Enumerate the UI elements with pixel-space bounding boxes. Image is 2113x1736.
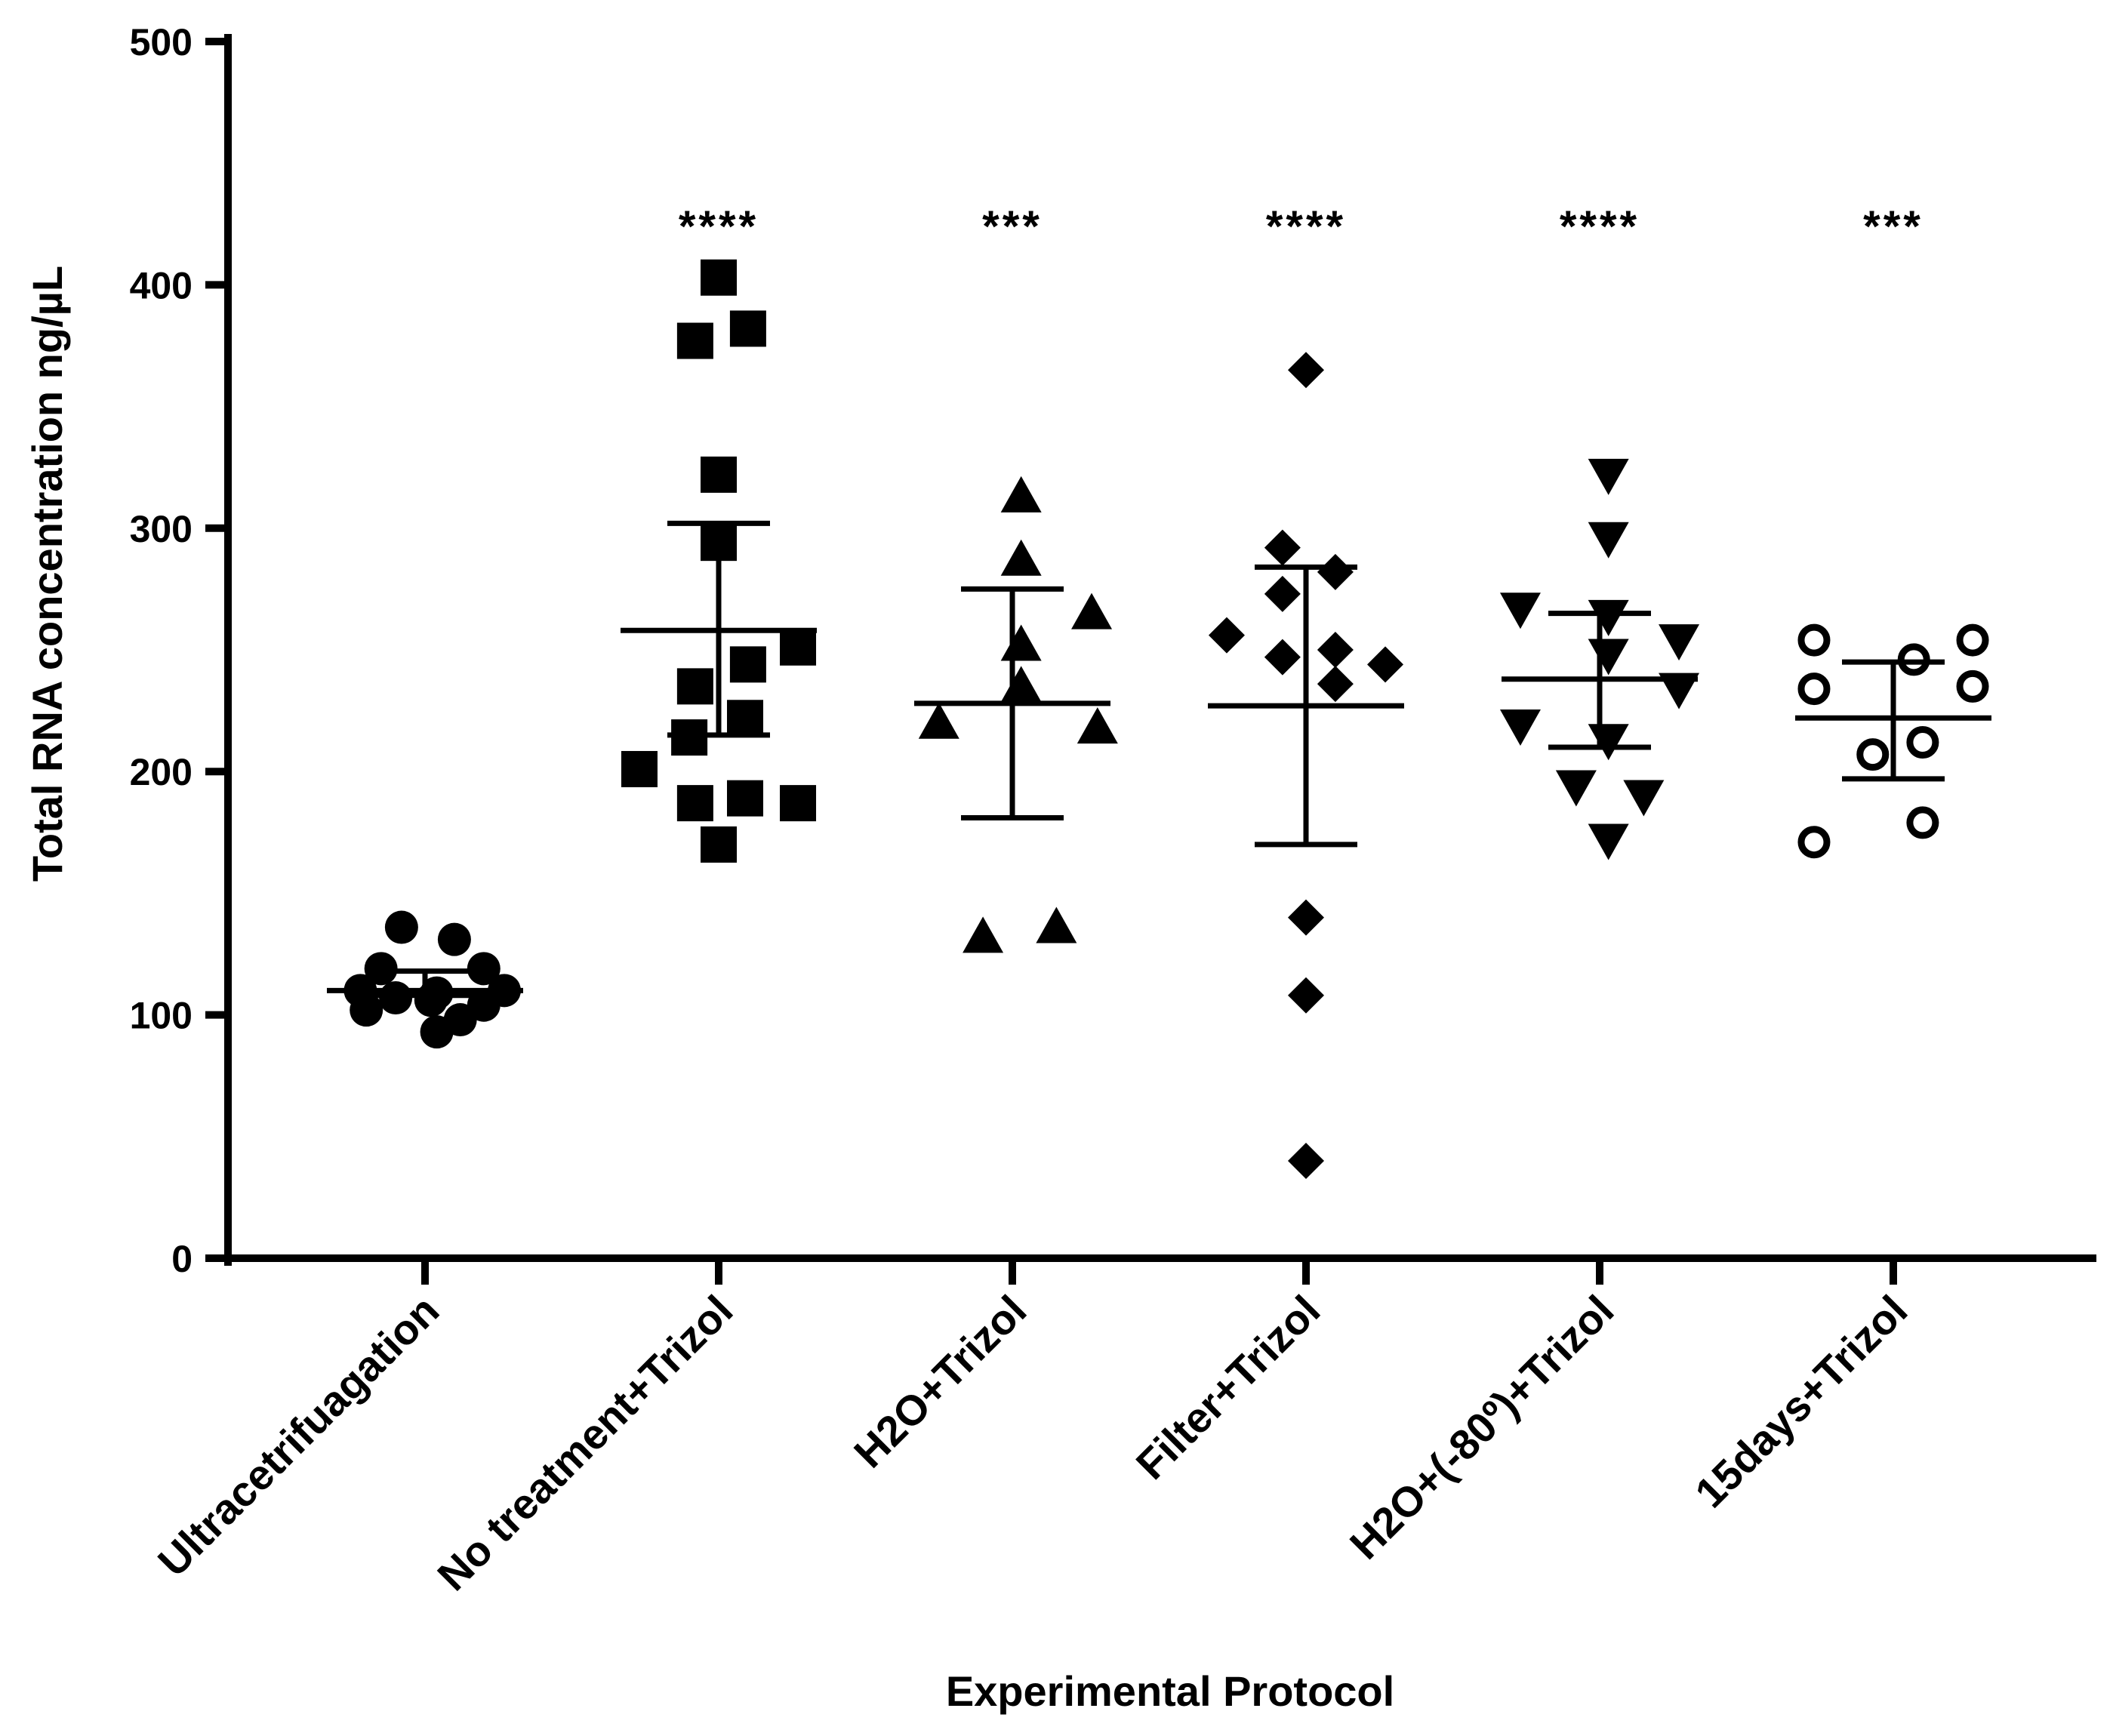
data-point bbox=[780, 785, 817, 822]
data-point bbox=[1588, 724, 1629, 761]
data-point bbox=[1956, 623, 1989, 657]
data-point bbox=[467, 952, 501, 986]
y-tick-label: 300 bbox=[130, 508, 193, 550]
category-label: No treatment+Trizol bbox=[428, 1286, 741, 1599]
data-point bbox=[1036, 906, 1077, 943]
data-point bbox=[1659, 673, 1700, 709]
data-point bbox=[1077, 707, 1118, 744]
data-point bbox=[1555, 770, 1597, 807]
significance-label: **** bbox=[679, 202, 759, 251]
significance-label: *** bbox=[982, 202, 1043, 251]
series-group bbox=[1208, 352, 1404, 1180]
data-point bbox=[701, 259, 737, 296]
y-ticks: 0 100 200 300 400 500 bbox=[130, 21, 228, 1280]
data-point bbox=[1000, 539, 1042, 576]
data-point bbox=[1797, 826, 1831, 859]
data-point bbox=[1499, 593, 1541, 629]
data-point bbox=[1208, 617, 1245, 654]
data-point bbox=[1264, 575, 1301, 612]
category-label: 15days+Trizol bbox=[1686, 1286, 1916, 1516]
series-layer bbox=[327, 259, 1991, 1180]
data-point bbox=[1288, 899, 1324, 936]
y-tick-label: 500 bbox=[130, 21, 193, 63]
significance-label: *** bbox=[1863, 202, 1924, 251]
data-point bbox=[1588, 458, 1629, 495]
y-tick-label: 100 bbox=[130, 995, 193, 1037]
data-point bbox=[1588, 522, 1629, 559]
data-point bbox=[350, 993, 383, 1027]
y-axis-title: Total RNA concentration ng/µL bbox=[23, 266, 71, 882]
data-point bbox=[1906, 806, 1939, 839]
axes bbox=[220, 34, 2096, 1266]
significance-layer: **** *** **** **** *** bbox=[679, 202, 1924, 251]
x-axis-title: Experimental Protocol bbox=[946, 1667, 1394, 1715]
data-point bbox=[1906, 726, 1939, 759]
y-tick-label: 400 bbox=[130, 264, 193, 306]
data-point bbox=[1288, 977, 1324, 1014]
data-point bbox=[676, 785, 713, 822]
significance-label: **** bbox=[1560, 202, 1640, 251]
data-point bbox=[1623, 780, 1665, 817]
series-group bbox=[1499, 458, 1700, 860]
data-point bbox=[676, 668, 713, 705]
y-tick-label: 200 bbox=[130, 751, 193, 793]
data-point bbox=[1659, 624, 1700, 661]
data-point bbox=[727, 780, 764, 817]
data-point bbox=[1000, 624, 1042, 661]
data-point bbox=[963, 916, 1004, 953]
data-point bbox=[676, 322, 713, 359]
data-point bbox=[1288, 1143, 1324, 1180]
data-point bbox=[1317, 666, 1354, 703]
significance-label: **** bbox=[1266, 202, 1346, 251]
category-label: Ultracetrifuagation bbox=[149, 1286, 448, 1586]
data-point bbox=[1071, 593, 1113, 629]
data-point bbox=[729, 646, 766, 683]
data-point bbox=[1264, 529, 1301, 566]
series-group bbox=[327, 910, 523, 1049]
data-point bbox=[1288, 352, 1324, 389]
data-point bbox=[918, 702, 959, 739]
data-point bbox=[1000, 666, 1042, 703]
data-point bbox=[621, 750, 658, 787]
data-point bbox=[727, 700, 764, 737]
data-point bbox=[384, 910, 418, 944]
data-point bbox=[1367, 646, 1404, 683]
data-point bbox=[1499, 709, 1541, 746]
data-point bbox=[701, 826, 737, 863]
category-label: H2O+Trizol bbox=[845, 1286, 1036, 1477]
series-group bbox=[914, 476, 1118, 953]
series-group bbox=[1795, 623, 1991, 859]
category-label: H2O+(-80º)+Trizol bbox=[1341, 1286, 1623, 1568]
data-point bbox=[1956, 669, 1989, 703]
data-point bbox=[701, 456, 737, 493]
data-point bbox=[1588, 639, 1629, 676]
data-point bbox=[1797, 623, 1831, 657]
data-point bbox=[437, 922, 471, 956]
data-point bbox=[1264, 639, 1301, 676]
data-point bbox=[1317, 632, 1354, 668]
series-group bbox=[621, 259, 817, 863]
data-point bbox=[780, 629, 817, 666]
data-point bbox=[1317, 553, 1354, 590]
data-point bbox=[1588, 599, 1629, 636]
data-point bbox=[1000, 476, 1042, 512]
data-point bbox=[1588, 823, 1629, 860]
category-label: Filter+Trizol bbox=[1127, 1286, 1329, 1488]
y-tick-label: 0 bbox=[171, 1238, 193, 1280]
x-ticks bbox=[421, 1258, 1897, 1285]
data-point bbox=[1797, 673, 1831, 706]
data-point bbox=[1856, 738, 1890, 771]
data-point bbox=[729, 310, 766, 347]
